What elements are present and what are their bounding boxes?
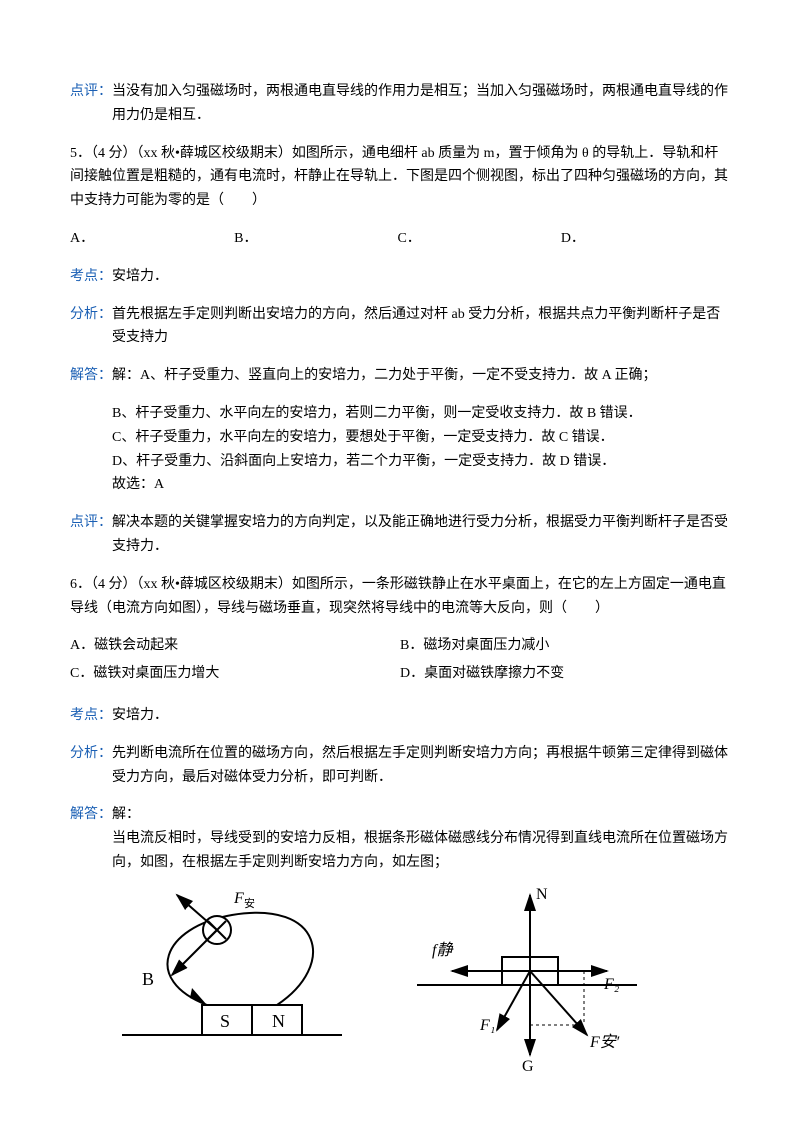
analysis-text: 首先根据左手定则判断出安培力的方向，然后通过对杆 ab 受力分析，根据共点力平衡… [112, 303, 730, 351]
q5-answer-b: B、杆子受重力、水平向左的安培力，若则二力平衡，则一定受收支持力．故 B 错误． [70, 402, 730, 426]
g-label: G [522, 1058, 534, 1075]
answer-a-text: 解：A、杆子受重力、竖直向上的安培力，二力处于平衡，一定不受支持力．故 A 正确… [112, 364, 730, 388]
q6-answer-1: 解答： 解： [70, 803, 730, 827]
f1-label: F₁ [479, 1017, 495, 1034]
diagrams-row: S N F 安 B N G [70, 885, 730, 1075]
s-label: S [220, 1011, 230, 1031]
q5-option-a: A． [70, 227, 94, 251]
analysis-text: 先判断电流所在位置的磁场方向，然后根据左手定则判断安培力方向；再根据牛顿第三定律… [112, 742, 730, 790]
diagram-force-body: N G F₂ f静 F₁ F安′ [412, 885, 642, 1075]
n-axis-label: N [536, 886, 548, 903]
q6-option-b: B．磁场对桌面压力减小 [400, 634, 730, 658]
comment-label: 点评： [70, 80, 112, 128]
q5-analysis: 分析： 首先根据左手定则判断出安培力的方向，然后通过对杆 ab 受力分析，根据共… [70, 303, 730, 351]
f2-label: F₂ [603, 976, 620, 993]
q5-option-d: D． [561, 227, 585, 251]
b-label: B [142, 969, 154, 989]
diagram-magnet-field: S N F 安 B [112, 885, 352, 1055]
spacer [70, 388, 730, 402]
topic-label: 考点： [70, 704, 112, 728]
q5-answer-c: C、杆子受重力，水平向左的安培力，要想处于平衡，一定受支持力．故 C 错误． [70, 426, 730, 450]
q4-comment: 点评： 当没有加入匀强磁场时，两根通电直导线的作用力是相互；当加入匀强磁场时，两… [70, 80, 730, 128]
q6-stem: 6．（4 分）（xx 秋•薛城区校级期末）如图所示，一条形磁铁静止在水平桌面上，… [70, 573, 730, 621]
q5-option-c: C． [397, 227, 420, 251]
q5-options: A． B． C． D． [70, 227, 730, 251]
q6-option-c: C．磁铁对桌面压力增大 [70, 662, 400, 686]
topic-label: 考点： [70, 265, 112, 289]
q6-topic: 考点： 安培力． [70, 704, 730, 728]
fj-label: f静 [432, 941, 454, 959]
comment-text: 解决本题的关键掌握安培力的方向判定，以及能正确地进行受力分析，根据受力平衡判断杆… [112, 511, 730, 559]
q6-option-a: A．磁铁会动起来 [70, 634, 400, 658]
n-label: N [272, 1011, 285, 1031]
comment-label: 点评： [70, 511, 112, 559]
answer-label: 解答： [70, 803, 112, 827]
comment-text: 当没有加入匀强磁场时，两根通电直导线的作用力是相互；当加入匀强磁场时，两根通电直… [112, 80, 730, 128]
answer-1-text: 解： [112, 803, 730, 827]
q5-answer-d: D、杆子受重力、沿斜面向上安培力，若二个力平衡，一定受支持力．故 D 错误． [70, 450, 730, 474]
q6-answer-2: 当电流反相时，导线受到的安培力反相，根据条形磁体磁感线分布情况得到直线电流所在位… [70, 827, 730, 875]
q5-answer-pick: 故选：A [70, 473, 730, 497]
topic-text: 安培力． [112, 704, 730, 728]
q6-option-d: D．桌面对磁铁摩擦力不变 [400, 662, 730, 686]
q5-answer-a: 解答： 解：A、杆子受重力、竖直向上的安培力，二力处于平衡，一定不受支持力．故 … [70, 364, 730, 388]
q5-topic: 考点： 安培力． [70, 265, 730, 289]
analysis-label: 分析： [70, 742, 112, 790]
q5-stem: 5．（4 分）（xx 秋•薛城区校级期末）如图所示，通电细杆 ab 质量为 m，… [70, 142, 730, 213]
q5-comment: 点评： 解决本题的关键掌握安培力的方向判定，以及能正确地进行受力分析，根据受力平… [70, 511, 730, 559]
fan-label: F安′ [589, 1033, 620, 1051]
topic-text: 安培力． [112, 265, 730, 289]
svg-text:安: 安 [244, 896, 255, 910]
q5-option-b: B． [234, 227, 257, 251]
q6-analysis: 分析： 先判断电流所在位置的磁场方向，然后根据左手定则判断安培力方向；再根据牛顿… [70, 742, 730, 790]
q6-options: A．磁铁会动起来 B．磁场对桌面压力减小 C．磁铁对桌面压力增大 D．桌面对磁铁… [70, 634, 730, 690]
f-label: F [233, 890, 244, 907]
analysis-label: 分析： [70, 303, 112, 351]
answer-label: 解答： [70, 364, 112, 388]
